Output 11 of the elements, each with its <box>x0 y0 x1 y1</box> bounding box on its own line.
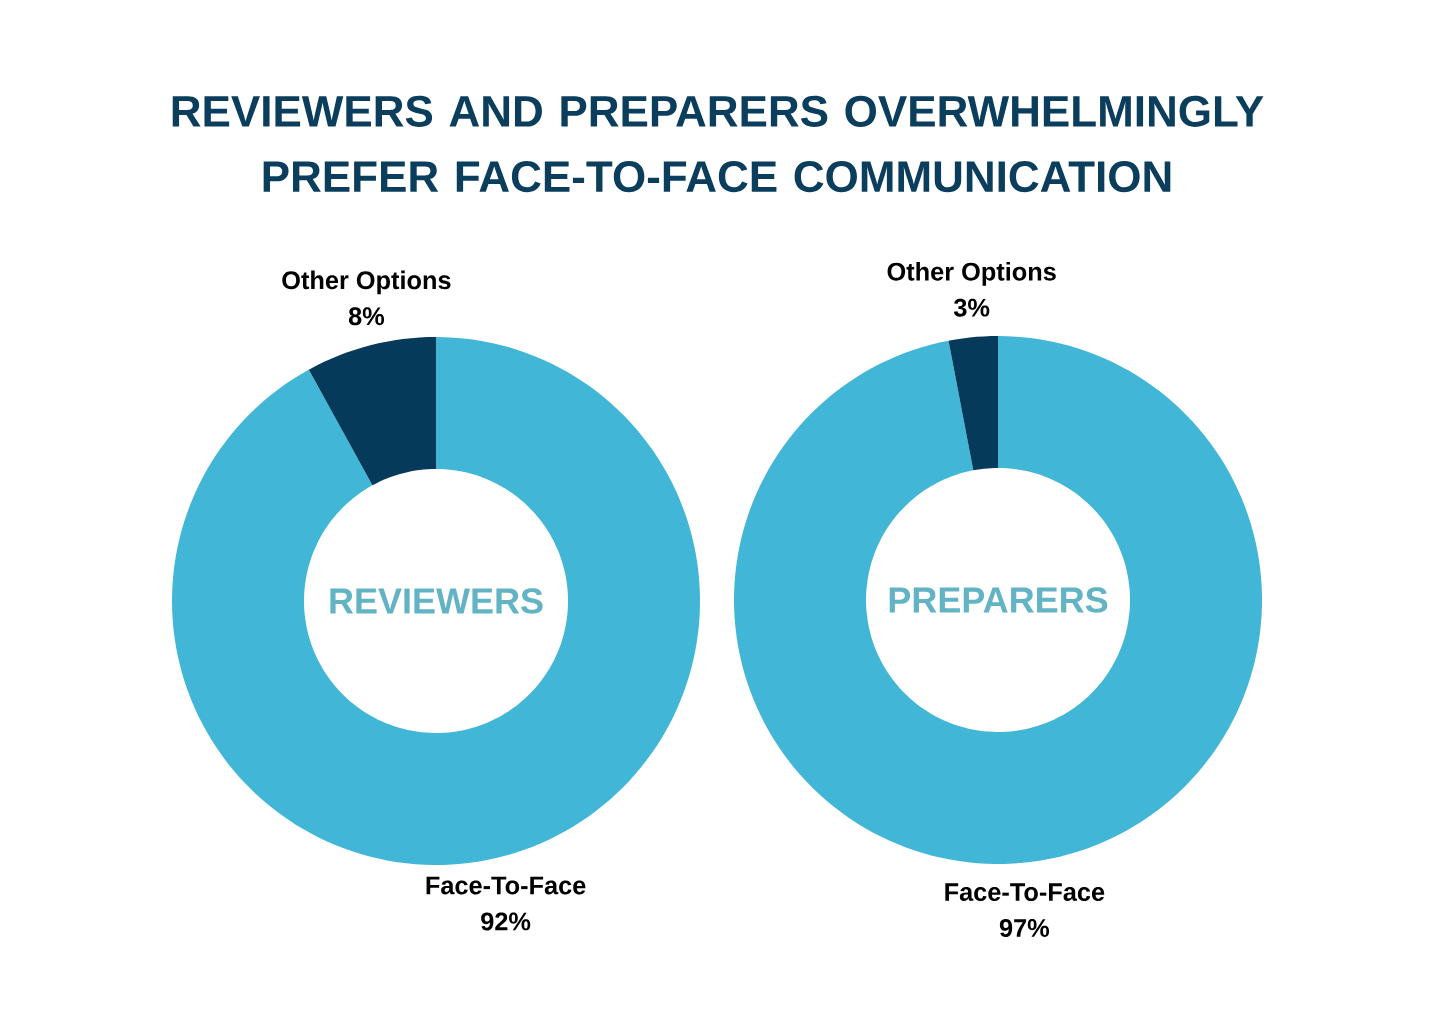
data-label: 8% <box>348 307 385 326</box>
data-label: 92% <box>481 912 531 931</box>
data-label: 97% <box>999 919 1050 937</box>
slice-label: Face-To-Face <box>945 883 1105 901</box>
slice-label: Face-To-Face <box>426 876 586 895</box>
slice-label: Other Options <box>887 262 1056 286</box>
chart-title: REVIEWERS AND PREPARERS OVERWHELMINGLY PREFER FACE-TO-FACE COMMUNICATION <box>172 95 1264 193</box>
data-label: 3% <box>953 298 990 317</box>
slice-label: Other Options <box>282 270 451 295</box>
text: REVIEWERS <box>330 588 543 614</box>
text: PREPARERS <box>889 587 1108 613</box>
